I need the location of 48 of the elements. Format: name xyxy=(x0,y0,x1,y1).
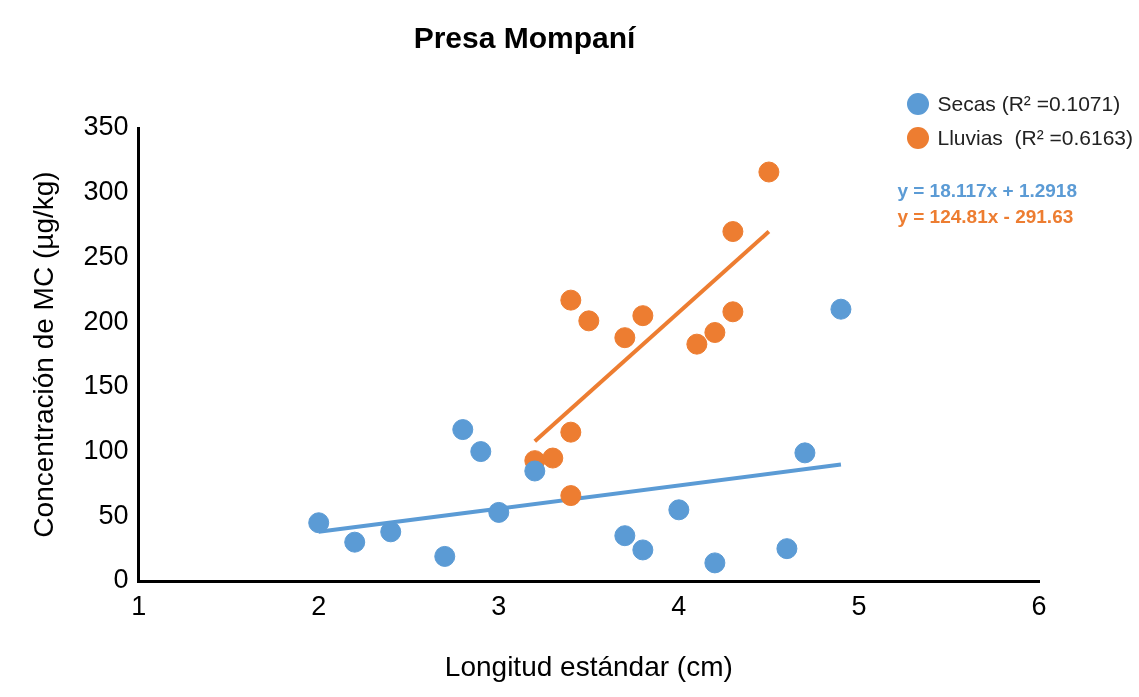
point xyxy=(560,289,582,311)
legend-label: Lluvias (R² =0.6163) xyxy=(937,126,1133,150)
point xyxy=(830,298,852,320)
point xyxy=(560,421,582,443)
point xyxy=(722,221,744,243)
point xyxy=(722,301,744,323)
point xyxy=(686,333,708,355)
x-tick-label: 5 xyxy=(851,590,867,621)
point xyxy=(434,545,456,567)
point xyxy=(344,531,366,553)
x-tick-label: 3 xyxy=(491,590,507,621)
y-axis-title: Concentración de MC (µg/kg) xyxy=(27,171,59,538)
point xyxy=(704,322,726,343)
point xyxy=(794,442,816,464)
point xyxy=(668,499,690,521)
point xyxy=(452,419,474,441)
x-tick-label: 2 xyxy=(311,590,327,621)
x-tick-label: 1 xyxy=(131,590,147,621)
y-tick-label: 150 xyxy=(83,370,129,401)
y-tick-label: 50 xyxy=(98,499,129,530)
point xyxy=(542,447,564,469)
annotation: y = 18.117x + 1.2918 xyxy=(897,180,1077,202)
point xyxy=(758,161,780,183)
point xyxy=(614,327,636,349)
point xyxy=(470,441,492,463)
point xyxy=(614,525,636,547)
point xyxy=(776,538,798,560)
y-tick-label: 100 xyxy=(83,435,129,466)
point xyxy=(308,512,330,534)
point xyxy=(524,460,546,482)
x-axis-title: Longitud estándar (cm) xyxy=(444,650,733,682)
point xyxy=(380,521,402,543)
annotation: y = 124.81x - 291.63 xyxy=(897,206,1075,228)
point xyxy=(632,539,654,561)
chart-title: Presa Mompaní xyxy=(413,21,638,55)
y-tick-label: 0 xyxy=(113,564,129,595)
y-tick-label: 300 xyxy=(83,176,129,207)
point xyxy=(560,485,582,507)
point xyxy=(578,310,600,332)
point xyxy=(632,305,654,327)
x-tick-label: 4 xyxy=(671,590,687,621)
y-tick-label: 350 xyxy=(83,111,129,142)
point xyxy=(704,552,726,574)
y-tick-label: 250 xyxy=(83,240,129,271)
legend-label: Secas (R² =0.1071) xyxy=(937,92,1121,116)
point xyxy=(488,501,510,523)
x-tick-label: 6 xyxy=(1031,590,1047,621)
y-tick-label: 200 xyxy=(83,305,129,336)
